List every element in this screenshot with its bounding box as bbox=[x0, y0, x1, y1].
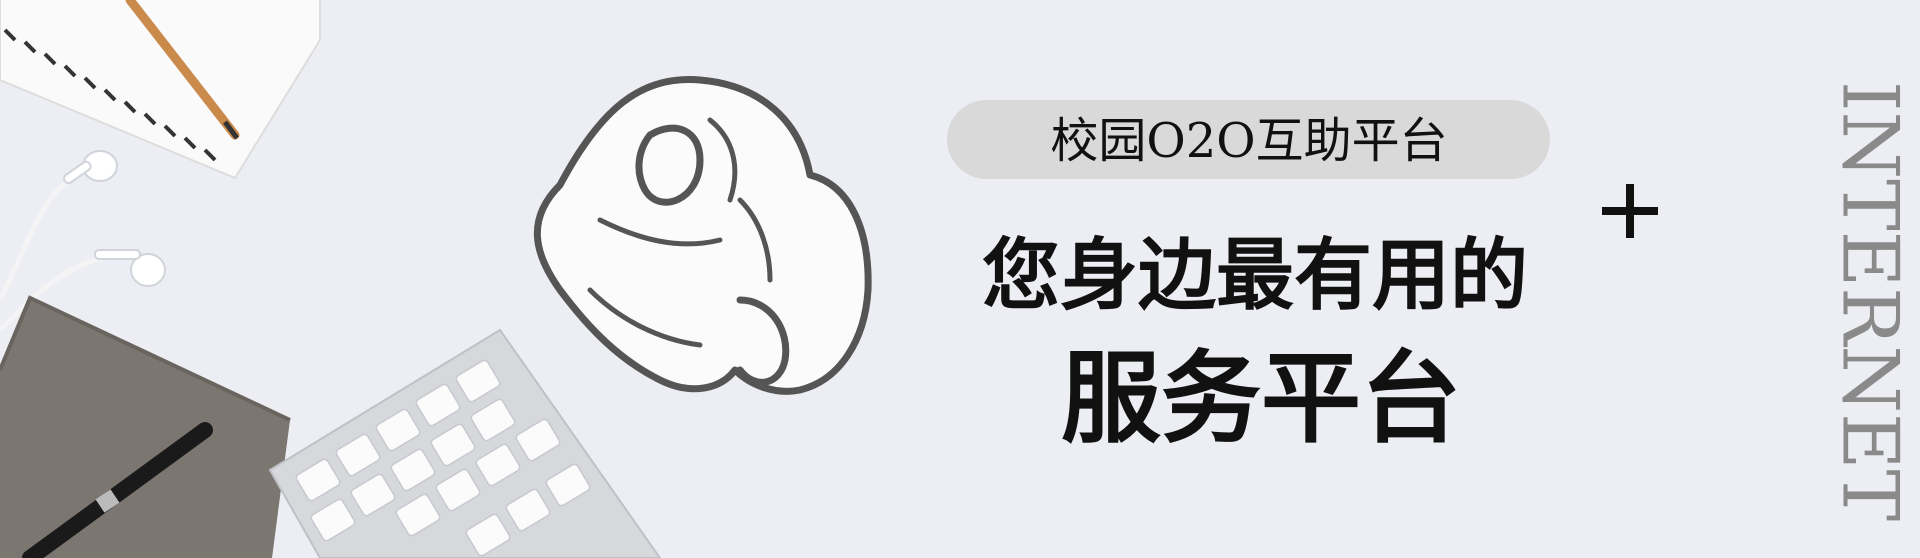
earphones bbox=[0, 150, 166, 332]
badge-pill bbox=[947, 100, 1550, 179]
subheadline: 服务平台 bbox=[1061, 339, 1461, 457]
gray-notebook bbox=[0, 295, 291, 558]
side-text: INTERNET bbox=[1825, 81, 1915, 521]
keyboard bbox=[268, 328, 662, 558]
pointing-hand bbox=[534, 76, 872, 395]
badge-text: 校园O2O互助平台 bbox=[1050, 113, 1447, 169]
plus-icon bbox=[1602, 184, 1658, 238]
spiral-notebook bbox=[0, 0, 321, 180]
headline: 您身边最有用的 bbox=[982, 230, 1528, 321]
